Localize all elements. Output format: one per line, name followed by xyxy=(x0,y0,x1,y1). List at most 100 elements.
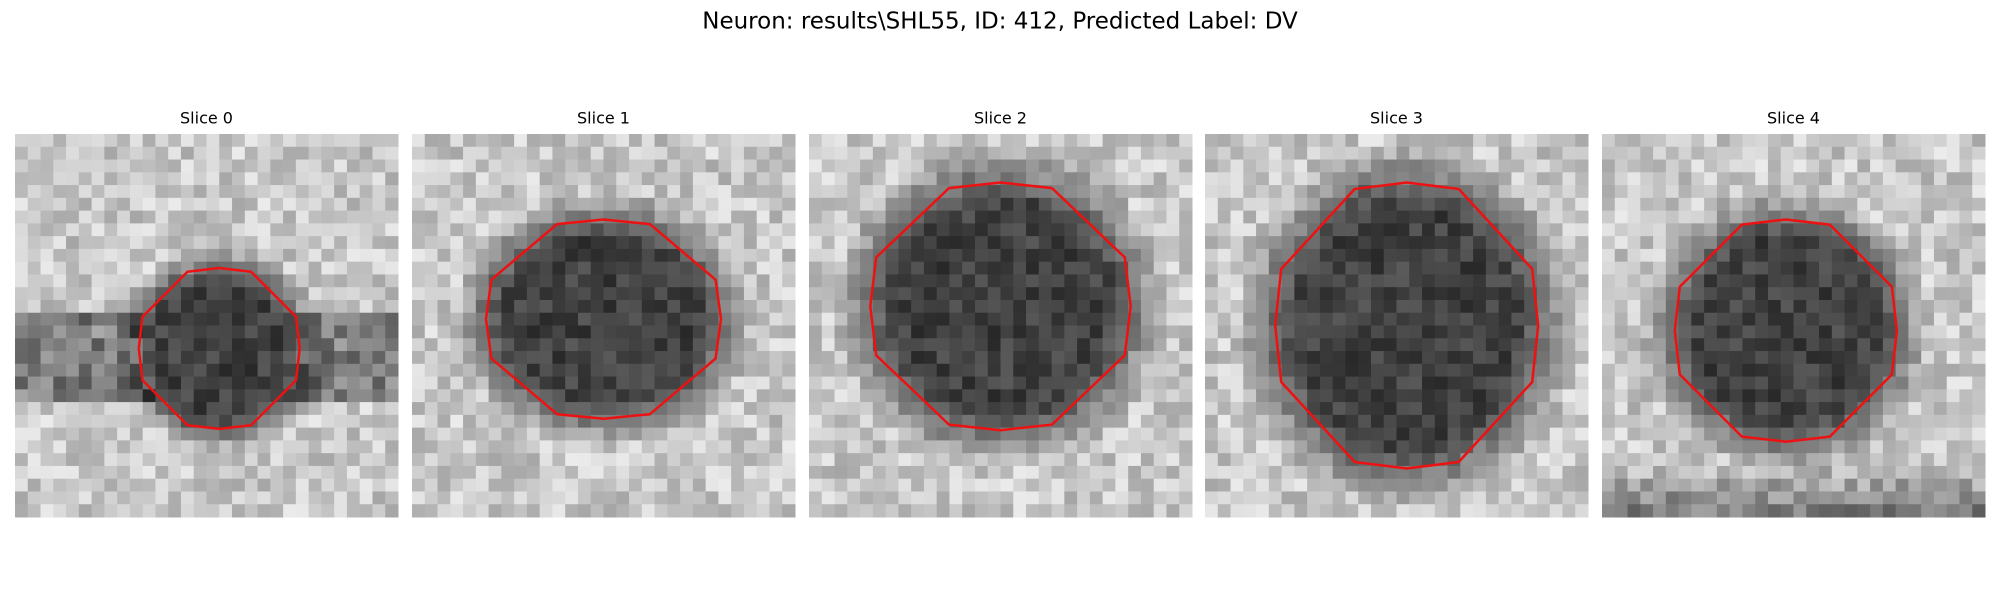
pixel xyxy=(450,427,464,441)
pixel xyxy=(334,402,348,416)
pixel xyxy=(1281,363,1295,378)
pixel xyxy=(1294,351,1308,365)
pixel xyxy=(1396,389,1410,403)
pixel xyxy=(603,236,617,250)
pixel xyxy=(1460,389,1474,403)
pixel xyxy=(1908,414,1922,429)
pixel xyxy=(1485,402,1500,416)
pixel xyxy=(641,210,656,224)
pixel xyxy=(1511,414,1525,429)
pixel xyxy=(1767,453,1782,467)
pixel xyxy=(834,223,848,237)
pixel xyxy=(1051,465,1065,480)
pixel xyxy=(731,312,745,326)
pixel xyxy=(821,159,836,173)
pixel xyxy=(539,159,553,173)
pixel xyxy=(334,414,348,429)
pixel xyxy=(1026,299,1040,314)
pixel xyxy=(1831,351,1846,365)
pixel xyxy=(193,389,207,403)
pixel xyxy=(1729,197,1743,212)
pixel xyxy=(756,504,770,518)
pixel xyxy=(974,223,989,237)
pixel xyxy=(463,134,477,148)
pixel xyxy=(974,325,989,339)
pixel xyxy=(1729,414,1743,429)
pixel xyxy=(1396,159,1410,173)
pixel xyxy=(450,261,464,275)
pixel xyxy=(1038,134,1053,148)
pixel xyxy=(91,134,105,148)
pixel xyxy=(283,453,297,467)
pixel xyxy=(1882,261,1897,275)
pixel xyxy=(488,236,502,250)
pixel xyxy=(1831,210,1846,224)
pixel xyxy=(1422,376,1436,390)
pixel xyxy=(577,440,592,454)
pixel xyxy=(923,414,938,429)
pixel xyxy=(488,504,502,518)
pixel xyxy=(15,338,29,352)
pixel xyxy=(1332,402,1346,416)
pixel xyxy=(308,427,322,441)
pixel xyxy=(1153,465,1167,480)
pixel xyxy=(1908,236,1922,250)
pixel xyxy=(1640,159,1654,173)
pixel xyxy=(1383,338,1397,352)
pixel xyxy=(1549,504,1563,518)
pixel xyxy=(1370,146,1385,161)
pixel xyxy=(1243,491,1257,505)
pixel xyxy=(463,478,477,492)
pixel xyxy=(1959,389,1973,403)
pixel xyxy=(372,465,386,480)
pixel xyxy=(1281,146,1295,161)
pixel xyxy=(962,312,976,326)
pixel xyxy=(1051,440,1065,454)
pixel xyxy=(539,236,553,250)
pixel xyxy=(1485,338,1500,352)
pixel xyxy=(1665,478,1680,492)
pixel xyxy=(1485,287,1500,301)
pixel xyxy=(923,465,938,480)
pixel xyxy=(514,287,528,301)
pixel xyxy=(1933,478,1948,492)
pixel xyxy=(1396,376,1410,390)
pixel xyxy=(1933,402,1948,416)
pixel xyxy=(1614,504,1629,518)
pixel xyxy=(206,236,220,250)
pixel xyxy=(372,223,386,237)
pixel xyxy=(1089,427,1104,441)
pixel xyxy=(821,414,836,429)
pixel xyxy=(1972,363,1986,378)
pixel xyxy=(1793,261,1807,275)
pixel xyxy=(526,185,541,199)
pixel xyxy=(168,504,182,518)
pixel xyxy=(782,376,796,390)
pixel xyxy=(1946,440,1960,454)
pixel xyxy=(437,197,451,212)
pixel xyxy=(346,478,361,492)
pixel xyxy=(180,134,195,148)
pixel xyxy=(334,299,348,314)
pixel xyxy=(1000,351,1014,365)
pixel xyxy=(756,197,770,212)
pixel xyxy=(1077,402,1091,416)
pixel xyxy=(257,261,271,275)
pixel xyxy=(1434,172,1449,186)
pixel xyxy=(1767,478,1782,492)
pixel xyxy=(1704,453,1718,467)
pixel xyxy=(731,134,745,148)
pixel xyxy=(257,440,271,454)
pixel xyxy=(577,478,592,492)
pixel xyxy=(1434,287,1449,301)
pixel xyxy=(244,223,259,237)
pixel xyxy=(526,248,541,263)
pixel xyxy=(1665,197,1680,212)
pixel xyxy=(1383,453,1397,467)
pixel xyxy=(1602,223,1616,237)
pixel xyxy=(53,338,67,352)
pixel xyxy=(1882,172,1897,186)
pixel xyxy=(1383,325,1397,339)
pixel xyxy=(949,491,963,505)
pixel xyxy=(1831,440,1846,454)
